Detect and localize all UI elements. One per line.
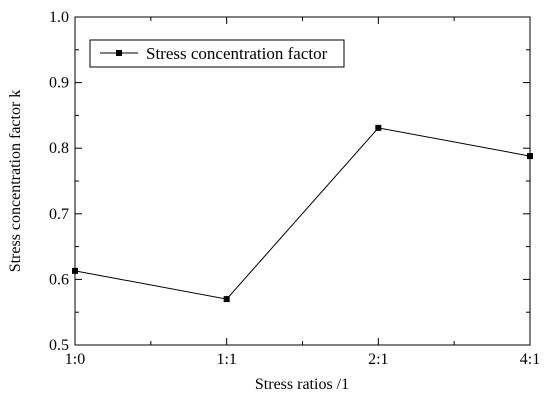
legend: Stress concentration factor xyxy=(89,39,345,68)
y-tick-label: 0.8 xyxy=(49,140,69,157)
series-layer xyxy=(72,124,533,303)
y-tick-label: 0.5 xyxy=(49,337,69,354)
y-tick-label: 1.0 xyxy=(49,9,69,26)
y-axis: 0.5 0.6 0.7 0.8 0.9 1.0 xyxy=(49,9,530,354)
legend-label: Stress concentration factor xyxy=(146,44,328,63)
y-axis-label: Stress concentration factor k xyxy=(7,90,24,273)
series-line xyxy=(74,127,531,300)
y-tick-label: 0.6 xyxy=(49,271,69,288)
legend-marker-square xyxy=(116,50,122,56)
x-axis: 1:0 1:1 2:1 4:1 xyxy=(65,17,540,368)
y-tick-label: 0.7 xyxy=(49,206,69,223)
x-tick-label: 1:0 xyxy=(65,351,85,368)
x-tick-label: 2:1 xyxy=(368,351,388,368)
data-point xyxy=(527,153,533,160)
x-tick-label: 4:1 xyxy=(520,351,540,368)
data-point xyxy=(375,124,382,131)
data-point xyxy=(223,296,230,303)
y-tick-label: 0.9 xyxy=(49,75,69,92)
data-point xyxy=(72,267,78,274)
x-axis-label: Stress ratios /1 xyxy=(255,376,349,393)
x-tick-label: 1:1 xyxy=(216,351,236,368)
